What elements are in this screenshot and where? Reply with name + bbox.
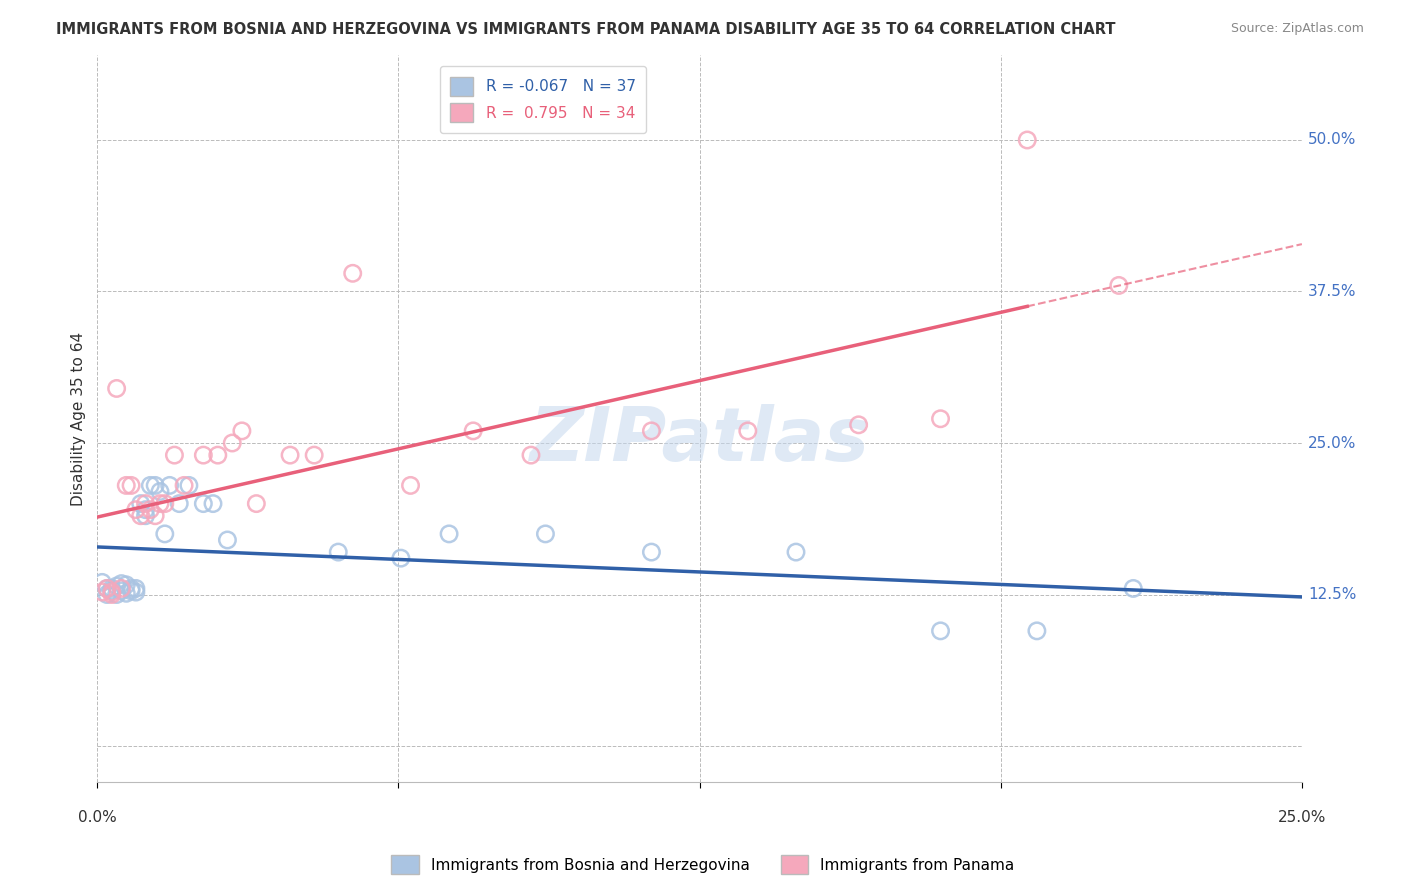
Point (328, 545, 350, 559)
Text: 25.0%: 25.0% (1308, 435, 1357, 450)
Point (231, 424, 253, 438)
Point (149, 484, 172, 499)
Point (929, 411, 952, 425)
Legend: Immigrants from Bosnia and Herzegovina, Immigrants from Panama: Immigrants from Bosnia and Herzegovina, … (385, 849, 1021, 880)
Text: 12.5%: 12.5% (1308, 587, 1357, 602)
Point (125, 582, 148, 596)
Point (120, 582, 142, 596)
Point (201, 497, 224, 511)
Point (221, 436, 243, 450)
Point (143, 478, 166, 492)
Point (193, 448, 215, 462)
Point (101, 582, 124, 596)
Legend: R = -0.067   N = 37, R =  0.795   N = 34: R = -0.067 N = 37, R = 0.795 N = 34 (440, 66, 647, 133)
Point (302, 448, 325, 462)
Point (785, 545, 807, 559)
Point (91, 585, 114, 599)
Point (115, 586, 138, 600)
Text: ZIPatlas: ZIPatlas (530, 404, 870, 477)
Point (96, 582, 118, 596)
Point (129, 497, 152, 511)
Point (463, 424, 485, 438)
Point (342, 266, 364, 280)
Point (177, 478, 200, 492)
Point (91, 575, 114, 590)
Text: IMMIGRANTS FROM BOSNIA AND HERZEGOVINA VS IMMIGRANTS FROM PANAMA DISABILITY AGE : IMMIGRANTS FROM BOSNIA AND HERZEGOVINA V… (56, 22, 1116, 37)
Point (848, 417, 870, 432)
Text: 0.0%: 0.0% (77, 810, 117, 825)
Text: Source: ZipAtlas.com: Source: ZipAtlas.com (1230, 22, 1364, 36)
Point (105, 587, 128, 601)
Point (149, 497, 172, 511)
Point (217, 533, 239, 547)
Point (135, 508, 157, 523)
Point (159, 478, 181, 492)
Point (193, 497, 215, 511)
Point (120, 478, 142, 492)
Point (640, 424, 662, 438)
Point (389, 551, 412, 566)
Point (110, 582, 132, 596)
Point (153, 497, 176, 511)
Point (125, 502, 148, 516)
Point (125, 585, 148, 599)
Point (437, 527, 460, 541)
Point (101, 587, 124, 601)
Point (139, 478, 162, 492)
Point (207, 448, 229, 462)
Point (105, 381, 128, 395)
Point (143, 508, 166, 523)
Point (115, 578, 138, 592)
Point (278, 448, 301, 462)
Point (163, 448, 186, 462)
Point (129, 508, 152, 523)
Point (1017, 133, 1039, 147)
Point (135, 502, 157, 516)
Point (135, 497, 157, 511)
Point (534, 527, 557, 541)
Point (173, 478, 195, 492)
Point (1122, 582, 1144, 596)
Point (96, 587, 118, 601)
Point (105, 579, 128, 593)
Point (520, 448, 543, 462)
Point (139, 502, 162, 516)
Point (245, 497, 267, 511)
Point (101, 583, 124, 598)
Point (96, 582, 118, 596)
Point (640, 545, 662, 559)
Point (399, 478, 422, 492)
Point (110, 583, 132, 598)
Point (167, 497, 190, 511)
Point (1025, 624, 1047, 638)
Y-axis label: Disability Age 35 to 64: Disability Age 35 to 64 (72, 332, 86, 506)
Text: 50.0%: 50.0% (1308, 133, 1357, 147)
Text: 25.0%: 25.0% (1278, 810, 1326, 825)
Point (110, 576, 132, 591)
Point (115, 478, 138, 492)
Point (1108, 278, 1130, 293)
Point (929, 624, 952, 638)
Point (120, 583, 142, 598)
Text: 37.5%: 37.5% (1308, 284, 1357, 299)
Point (153, 527, 176, 541)
Point (737, 424, 759, 438)
Point (101, 585, 124, 599)
